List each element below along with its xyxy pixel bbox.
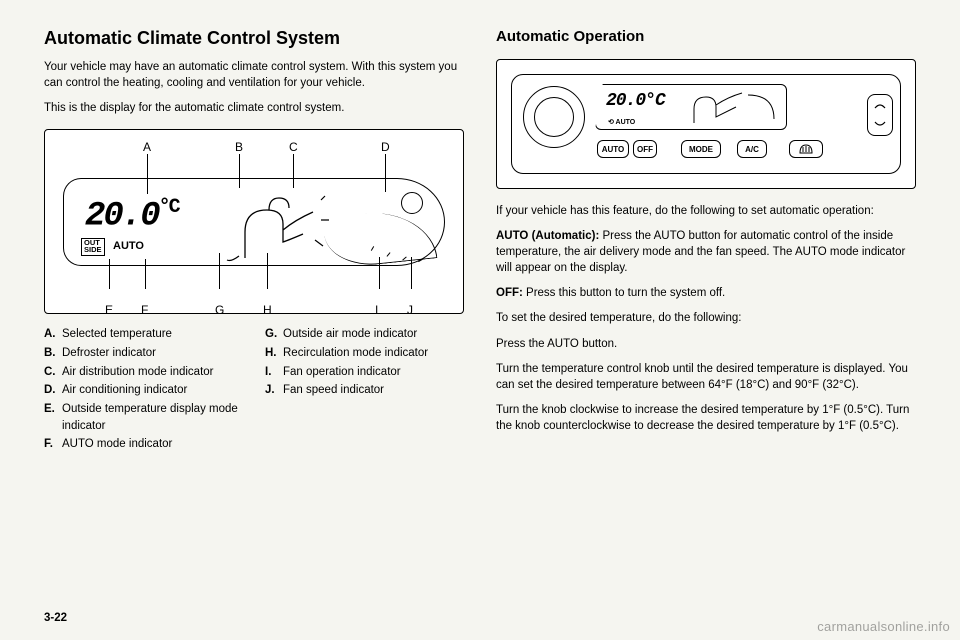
- right-p6: Turn the temperature control knob until …: [496, 361, 916, 393]
- callout-I: I: [375, 303, 378, 317]
- temp-value: 20.0: [85, 198, 159, 236]
- callout-C: C: [289, 140, 298, 154]
- off-button: OFF: [633, 140, 657, 158]
- left-p1: Your vehicle may have an automatic clima…: [44, 59, 464, 91]
- right-p1: If your vehicle has this feature, do the…: [496, 203, 916, 219]
- mode-button: MODE: [681, 140, 721, 158]
- callout-G: G: [215, 303, 224, 317]
- recirc-icon: [872, 100, 888, 130]
- right-title: Automatic Operation: [496, 28, 916, 45]
- callout-D: D: [381, 140, 390, 154]
- left-column: Automatic Climate Control System Your ve…: [44, 28, 464, 622]
- page-number: 3-22: [44, 612, 67, 624]
- outside-label: OUT SIDE: [81, 238, 105, 256]
- callout-B: B: [235, 140, 243, 154]
- watermark: carmanualsonline.info: [817, 619, 950, 634]
- lead-line: [267, 253, 268, 289]
- legend-item: G.Outside air mode indicator: [283, 326, 464, 343]
- mini-auto: ⟲ AUTO: [608, 118, 635, 126]
- lead-line: [145, 259, 146, 289]
- legend: A.Selected temperature B.Defroster indic…: [44, 326, 464, 455]
- right-p7: Turn the knob clockwise to increase the …: [496, 402, 916, 434]
- callout-J: J: [407, 303, 413, 317]
- legend-item: A.Selected temperature: [62, 326, 243, 343]
- callout-A: A: [143, 140, 151, 154]
- airflow-person-icon: [225, 190, 335, 262]
- right-p3: OFF: Press this button to turn the syste…: [496, 285, 916, 301]
- legend-item: F.AUTO mode indicator: [62, 436, 243, 453]
- fan-tick: [418, 259, 423, 262]
- callout-E: E: [105, 303, 113, 317]
- defrost-icon: [798, 143, 814, 155]
- callout-H: H: [263, 303, 272, 317]
- temperature-knob: [523, 86, 585, 148]
- recirc-button: [867, 94, 893, 136]
- lead-line: [219, 253, 220, 289]
- callout-F: F: [141, 303, 148, 317]
- auto-label: AUTO: [113, 240, 144, 252]
- legend-item: C.Air distribution mode indicator: [62, 364, 243, 381]
- off-label-bold: OFF:: [496, 287, 523, 299]
- ac-button: A/C: [737, 140, 767, 158]
- legend-item: I.Fan operation indicator: [283, 364, 464, 381]
- mini-person-icon: [688, 89, 778, 127]
- auto-button: AUTO: [597, 140, 629, 158]
- right-column: Automatic Operation 20.0°C ⟲ AUTO AUTO O…: [496, 28, 916, 622]
- auto-label-bold: AUTO (Automatic):: [496, 230, 599, 242]
- right-p5: Press the AUTO button.: [496, 336, 916, 352]
- legend-item: B.Defroster indicator: [62, 345, 243, 362]
- lead-line: [109, 259, 110, 289]
- right-p4: To set the desired temperature, do the f…: [496, 310, 916, 326]
- mini-temp: 20.0°C: [606, 91, 665, 111]
- left-title: Automatic Climate Control System: [44, 28, 464, 49]
- temp-unit: °C: [159, 196, 179, 219]
- legend-col-right: G.Outside air mode indicator H.Recircula…: [265, 326, 464, 455]
- temperature-readout: 20.0°C: [85, 196, 179, 235]
- legend-item: E.Outside temperature display mode indic…: [62, 401, 243, 434]
- left-p2: This is the display for the automatic cl…: [44, 100, 464, 116]
- display-diagram: A B C D 20.0°C OUT SIDE AUTO: [44, 129, 464, 314]
- lead-line: [411, 257, 412, 289]
- lead-line: [379, 257, 380, 289]
- right-p2: AUTO (Automatic): Press the AUTO button …: [496, 228, 916, 276]
- control-unit-diagram: 20.0°C ⟲ AUTO AUTO OFF MODE A/C: [496, 59, 916, 189]
- legend-item: H.Recirculation mode indicator: [283, 345, 464, 362]
- mini-display: 20.0°C ⟲ AUTO: [595, 84, 787, 130]
- defrost-button: [789, 140, 823, 158]
- legend-item: J.Fan speed indicator: [283, 382, 464, 399]
- legend-item: D.Air conditioning indicator: [62, 382, 243, 399]
- legend-col-left: A.Selected temperature B.Defroster indic…: [44, 326, 243, 455]
